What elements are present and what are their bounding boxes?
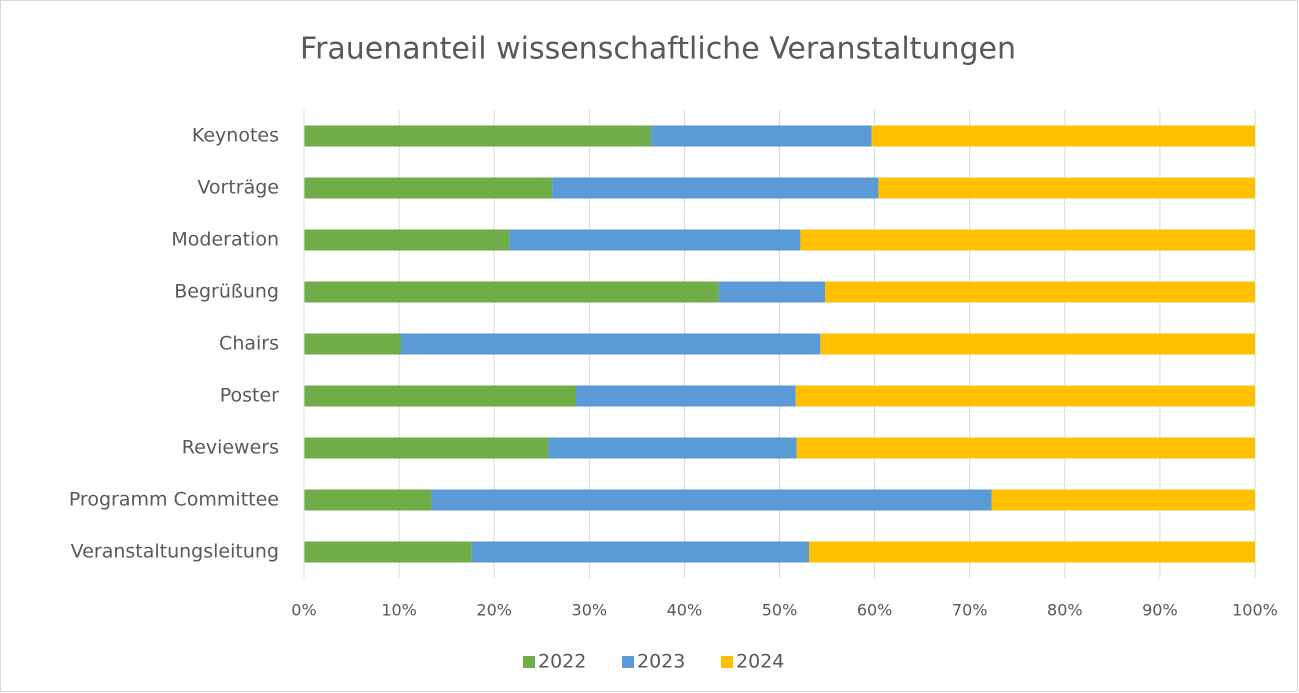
bar-segment	[552, 177, 879, 199]
legend-label: 2022	[538, 651, 586, 673]
bar-segment	[795, 385, 1255, 407]
bar-segment	[796, 437, 1255, 459]
bar-segment	[871, 125, 1255, 147]
y-tick-label: Poster	[220, 385, 279, 407]
chart-title: Frauenanteil wissenschaftliche Veranstal…	[300, 32, 1016, 67]
y-tick-label: Moderation	[171, 229, 279, 251]
legend-swatch	[523, 656, 535, 668]
bar-segment	[825, 281, 1255, 303]
legend-label: 2023	[637, 651, 685, 673]
y-tick-label: Begrüßung	[174, 281, 279, 303]
bar-segment	[304, 333, 402, 355]
bar-segment	[304, 385, 576, 407]
bar-segment	[509, 229, 801, 251]
x-tick-label: 90%	[1142, 601, 1178, 620]
bar-segment	[304, 177, 553, 199]
bar-segment	[991, 489, 1255, 511]
bar-segment	[471, 541, 809, 563]
y-tick-label: Programm Committee	[69, 489, 279, 511]
y-tick-label: Vorträge	[197, 177, 279, 199]
y-tick-label: Veranstaltungsleitung	[71, 541, 279, 563]
x-tick-label: 60%	[857, 601, 893, 620]
bar-segment	[304, 281, 719, 303]
bar-segment	[651, 125, 872, 147]
x-tick-label: 100%	[1232, 601, 1278, 620]
bar-segment	[878, 177, 1255, 199]
bar-segment	[304, 489, 432, 511]
bar-segment	[800, 229, 1255, 251]
bar-segment	[808, 541, 1255, 563]
bar-segment	[548, 437, 797, 459]
bar-segment	[575, 385, 796, 407]
x-tick-label: 10%	[381, 601, 417, 620]
bar-segment	[304, 125, 652, 147]
bar-segment	[431, 489, 992, 511]
y-tick-label: Chairs	[219, 333, 279, 355]
x-tick-label: 80%	[1047, 601, 1083, 620]
y-tick-label: Reviewers	[182, 437, 279, 459]
x-tick-label: 70%	[952, 601, 988, 620]
bar-segment	[718, 281, 826, 303]
x-tick-label: 50%	[762, 601, 798, 620]
bar-segment	[304, 229, 510, 251]
legend-swatch	[721, 656, 733, 668]
x-tick-label: 0%	[291, 601, 316, 620]
bar-segment	[304, 541, 472, 563]
x-tick-label: 40%	[667, 601, 703, 620]
legend-label: 2024	[736, 651, 784, 673]
legend-swatch	[622, 656, 634, 668]
y-tick-label: Keynotes	[192, 125, 279, 147]
bar-segment	[304, 437, 549, 459]
x-tick-label: 30%	[572, 601, 608, 620]
bar-segment	[401, 333, 821, 355]
x-tick-label: 20%	[476, 601, 512, 620]
bar-segment	[820, 333, 1255, 355]
